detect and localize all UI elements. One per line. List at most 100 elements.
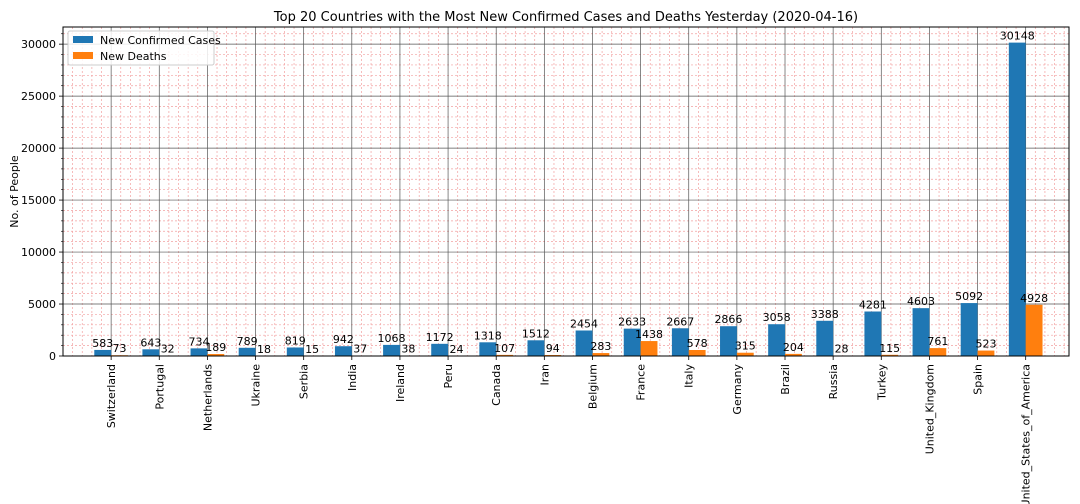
x-tick-label: Portugal	[153, 364, 166, 410]
bar-deaths	[1025, 304, 1043, 356]
x-tick-label: Belgium	[586, 364, 599, 409]
data-label-deaths: 761	[927, 335, 948, 348]
data-label-deaths: 37	[353, 343, 367, 356]
x-tick-label: Switzerland	[105, 364, 118, 428]
bar-confirmed	[142, 349, 160, 356]
data-label-confirmed: 734	[188, 335, 209, 348]
bar-confirmed	[671, 328, 689, 356]
bar-confirmed	[720, 326, 737, 356]
data-label-deaths: 94	[546, 342, 560, 355]
bar-confirmed	[912, 308, 930, 356]
x-tick-label: France	[635, 364, 648, 401]
x-tick-label: Netherlands	[201, 364, 214, 431]
x-tick-label: Russia	[827, 364, 840, 399]
x-tick-label: United_States_of_America	[1020, 364, 1033, 504]
bar-confirmed	[190, 348, 208, 356]
bar-confirmed	[816, 320, 834, 356]
data-label-confirmed: 643	[140, 336, 161, 349]
bar-deaths	[881, 354, 899, 356]
bars	[94, 42, 1043, 356]
data-label-deaths: 283	[590, 340, 611, 353]
y-tick-label: 10000	[21, 246, 56, 259]
data-label-confirmed: 942	[333, 333, 354, 346]
data-label-deaths: 578	[687, 337, 708, 350]
data-label-deaths: 24	[449, 343, 463, 356]
y-tick-label: 5000	[28, 298, 56, 311]
x-tick-label: Italy	[683, 364, 696, 388]
bar-confirmed	[623, 328, 641, 356]
x-tick-label: Canada	[490, 364, 503, 406]
data-label-confirmed: 30148	[1000, 30, 1035, 43]
data-label-confirmed: 4281	[859, 298, 887, 311]
bar-confirmed	[575, 330, 593, 356]
data-label-confirmed: 5092	[955, 290, 983, 303]
data-label-deaths: 15	[305, 343, 319, 356]
bar-confirmed	[94, 349, 112, 356]
y-tick-label: 30000	[21, 38, 56, 51]
bar-confirmed	[1008, 42, 1026, 356]
bar-confirmed	[334, 346, 352, 356]
data-label-confirmed: 2633	[618, 316, 646, 329]
bar-deaths	[688, 349, 706, 356]
data-label-confirmed: 583	[92, 337, 113, 350]
data-label-confirmed: 3058	[763, 311, 791, 324]
bar-deaths	[207, 354, 225, 356]
bar-confirmed	[383, 344, 400, 356]
x-tick-label: Spain	[972, 364, 985, 395]
data-label-confirmed: 4603	[907, 295, 935, 308]
data-label-deaths: 73	[113, 342, 127, 355]
bar-confirmed	[864, 311, 882, 356]
y-axis: 0 5000 10000 15000 20000 25000 30000	[21, 33, 63, 363]
x-tick-label: Germany	[731, 364, 744, 415]
data-label-deaths: 115	[879, 342, 900, 355]
bar-confirmed	[768, 324, 786, 356]
data-label-confirmed: 789	[237, 335, 258, 348]
data-label-deaths: 107	[494, 342, 515, 355]
bar-confirmed	[479, 342, 497, 356]
data-label-deaths: 1438	[635, 328, 663, 341]
bar-deaths	[496, 354, 514, 356]
data-label-confirmed: 1068	[378, 332, 406, 345]
bar-confirmed	[286, 347, 304, 356]
data-label-confirmed: 3388	[811, 308, 839, 321]
y-tick-label: 15000	[21, 194, 56, 207]
major-grid	[63, 27, 1069, 357]
bar-deaths	[785, 353, 802, 356]
data-label-confirmed: 819	[285, 334, 306, 347]
data-label-deaths: 523	[975, 338, 996, 351]
data-label-deaths: 4928	[1020, 292, 1048, 305]
x-tick-label: Serbia	[298, 364, 311, 399]
data-label-confirmed: 1512	[522, 327, 550, 340]
data-label-deaths: 204	[783, 341, 804, 354]
bar-confirmed	[527, 340, 545, 356]
minor-grid	[63, 27, 1069, 356]
bar-deaths	[640, 341, 658, 356]
x-tick-label: Turkey	[875, 364, 888, 401]
bar-deaths	[929, 348, 947, 356]
data-label-confirmed: 1318	[474, 329, 502, 342]
x-tick-label: Ireland	[394, 364, 407, 402]
y-tick-label: 25000	[21, 90, 56, 103]
data-label-confirmed: 1172	[426, 331, 454, 344]
data-label-deaths: 32	[161, 343, 175, 356]
bar-deaths	[592, 353, 610, 356]
chart-title: Top 20 Countries with the Most New Confi…	[273, 10, 858, 25]
plot-frame	[62, 26, 1070, 357]
bar-confirmed	[431, 343, 449, 356]
data-label-deaths: 189	[205, 341, 226, 354]
data-label-confirmed: 2667	[666, 315, 694, 328]
data-label-confirmed: 2454	[570, 317, 598, 330]
x-tick-label: United_Kingdom	[923, 364, 936, 454]
data-label-deaths: 38	[401, 343, 415, 356]
legend-box	[67, 30, 215, 66]
y-axis-label: No. of People	[8, 155, 21, 228]
bar-deaths	[977, 350, 995, 356]
data-label-deaths: 315	[735, 340, 756, 353]
legend-label: New Deaths	[100, 50, 167, 63]
legend-label: New Confirmed Cases	[100, 34, 221, 47]
data-label-confirmed: 2866	[714, 313, 742, 326]
y-tick-label: 20000	[21, 142, 56, 155]
bar-deaths	[736, 352, 754, 356]
